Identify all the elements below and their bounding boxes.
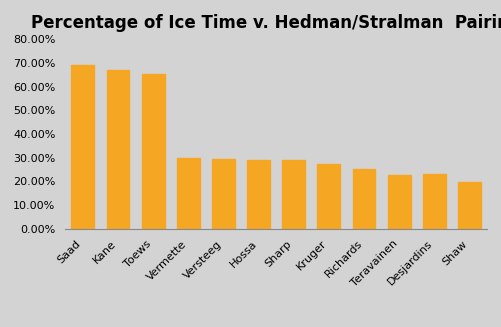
Bar (106, 70, 129, 229)
Bar (387, 175, 410, 229)
Title: Percentage of Ice Time v. Hedman/Stralman  Pairing: Percentage of Ice Time v. Hedman/Stralma… (31, 14, 501, 32)
Bar (422, 174, 445, 229)
Bar (246, 160, 270, 229)
Bar (282, 160, 305, 229)
Bar (141, 74, 164, 229)
Bar (71, 65, 94, 229)
Bar (176, 158, 199, 229)
Bar (352, 169, 375, 229)
Bar (457, 182, 480, 229)
Bar (317, 164, 340, 229)
Bar (211, 159, 234, 229)
